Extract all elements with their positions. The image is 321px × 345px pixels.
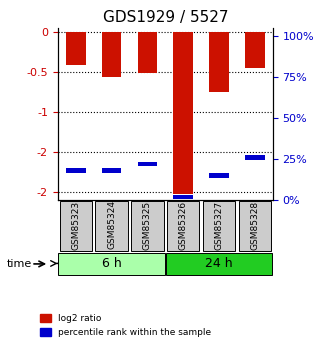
Text: GSM85328: GSM85328 xyxy=(250,200,259,249)
Bar xyxy=(102,32,121,77)
Text: GSM85324: GSM85324 xyxy=(107,200,116,249)
FancyBboxPatch shape xyxy=(95,201,128,251)
Bar xyxy=(209,32,229,92)
Bar xyxy=(137,162,157,166)
Text: 6 h: 6 h xyxy=(102,257,121,270)
Text: GSM85323: GSM85323 xyxy=(71,200,80,249)
Text: GSM85326: GSM85326 xyxy=(179,200,188,249)
FancyBboxPatch shape xyxy=(167,201,199,251)
Bar xyxy=(173,195,193,199)
Text: time: time xyxy=(6,259,32,269)
Text: 24 h: 24 h xyxy=(205,257,233,270)
FancyBboxPatch shape xyxy=(131,201,163,251)
Bar xyxy=(66,32,86,65)
Bar xyxy=(137,32,157,73)
Text: GSM85325: GSM85325 xyxy=(143,200,152,249)
Bar xyxy=(102,168,121,173)
Title: GDS1929 / 5527: GDS1929 / 5527 xyxy=(103,10,228,25)
Bar xyxy=(209,173,229,178)
Bar xyxy=(245,155,265,159)
FancyBboxPatch shape xyxy=(239,201,271,251)
FancyBboxPatch shape xyxy=(60,201,92,251)
Bar xyxy=(173,32,193,195)
Legend: log2 ratio, percentile rank within the sample: log2 ratio, percentile rank within the s… xyxy=(37,310,215,341)
FancyBboxPatch shape xyxy=(203,201,235,251)
Bar xyxy=(245,32,265,68)
Text: GSM85327: GSM85327 xyxy=(214,200,224,249)
Bar xyxy=(66,168,86,173)
FancyBboxPatch shape xyxy=(58,253,165,275)
FancyBboxPatch shape xyxy=(166,253,272,275)
